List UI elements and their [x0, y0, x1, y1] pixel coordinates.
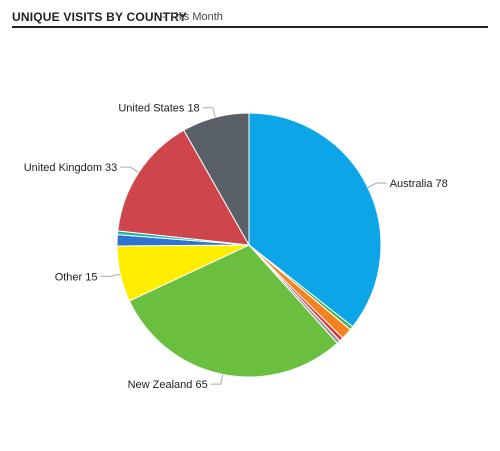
- label-connector: [202, 107, 216, 118]
- slice-label: United States 18: [118, 103, 199, 115]
- label-connector: [120, 166, 139, 174]
- slice-label: Australia 78: [390, 178, 448, 190]
- pie-slices: [116, 112, 382, 378]
- chart-title: UNIQUE VISITS BY COUNTRY: [12, 10, 187, 24]
- pie-slice-australia-78[interactable]: [248, 112, 382, 328]
- pie-labels: Australia 78 New Zealand 65 Other 15 United…: [24, 103, 448, 391]
- label-connector: [210, 374, 224, 385]
- slice-label: New Zealand 65: [128, 379, 208, 391]
- label-connector: [100, 273, 121, 277]
- chart-header: UNIQUE VISITS BY COUNTRY - This Month: [12, 10, 488, 28]
- slice-label: Other 15: [55, 271, 98, 283]
- label-connector: [367, 182, 387, 188]
- slice-label: United Kingdom 33: [24, 162, 118, 174]
- chart-subtitle: - This Month: [162, 11, 223, 23]
